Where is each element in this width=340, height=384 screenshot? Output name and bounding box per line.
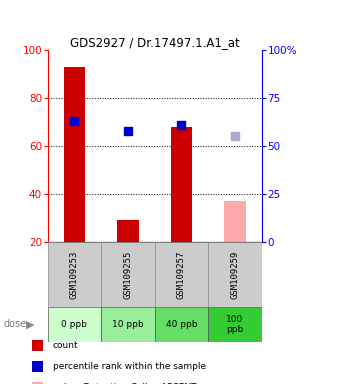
Bar xyxy=(155,242,208,307)
Text: value, Detection Call = ABSENT: value, Detection Call = ABSENT xyxy=(53,383,196,384)
Bar xyxy=(224,201,246,242)
Bar xyxy=(101,307,155,342)
Bar xyxy=(64,67,85,242)
Text: ▶: ▶ xyxy=(26,319,34,329)
Bar xyxy=(32,340,43,351)
Text: 10 ppb: 10 ppb xyxy=(112,320,144,329)
Text: count: count xyxy=(53,341,78,350)
Bar xyxy=(32,361,43,372)
Text: dose: dose xyxy=(3,319,27,329)
Text: GSM109257: GSM109257 xyxy=(177,250,186,299)
Bar xyxy=(208,242,262,307)
Text: GSM109259: GSM109259 xyxy=(231,250,239,299)
Title: GDS2927 / Dr.17497.1.A1_at: GDS2927 / Dr.17497.1.A1_at xyxy=(70,36,240,49)
Point xyxy=(72,118,77,124)
Text: 40 ppb: 40 ppb xyxy=(166,320,197,329)
Point xyxy=(179,122,184,128)
Text: GSM109253: GSM109253 xyxy=(70,250,79,299)
Point xyxy=(125,127,131,134)
Text: GSM109255: GSM109255 xyxy=(123,250,132,299)
Bar xyxy=(48,307,101,342)
Bar xyxy=(48,242,101,307)
Text: 0 ppb: 0 ppb xyxy=(62,320,87,329)
Bar xyxy=(208,307,262,342)
Text: 100
ppb: 100 ppb xyxy=(226,315,244,334)
Bar xyxy=(32,382,43,384)
Point xyxy=(232,133,238,139)
Bar xyxy=(101,242,155,307)
Bar xyxy=(171,127,192,242)
Bar xyxy=(155,307,208,342)
Text: percentile rank within the sample: percentile rank within the sample xyxy=(53,362,206,371)
Bar xyxy=(117,220,139,242)
